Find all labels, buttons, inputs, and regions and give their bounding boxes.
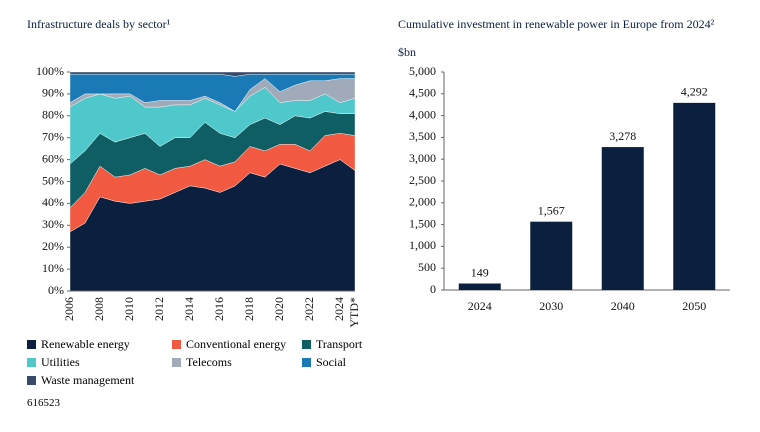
legend-item: Utilities [27, 355, 172, 370]
legend-item: Renewable energy [27, 337, 172, 352]
bar [673, 102, 716, 290]
x-tick-label: 2022 [302, 297, 316, 321]
x-tick-label: 2016 [212, 297, 226, 321]
legend-label: Conventional energy [186, 337, 287, 351]
y-tick-label: 3,500 [409, 129, 436, 143]
legend-label: Telecoms [186, 355, 232, 369]
x-tick-label: 2008 [92, 297, 106, 321]
data-label: 149 [471, 265, 489, 279]
y-tick-label: 0 [430, 282, 436, 296]
x-tick-label: 2040 [611, 299, 635, 313]
legend-swatch [172, 358, 181, 367]
x-tick-label: 2050 [682, 299, 706, 313]
y-tick-label: 80% [42, 108, 64, 122]
x-tick-label: 2030 [539, 299, 563, 313]
y-tick-label: 40% [42, 195, 64, 209]
y-tick-label: 30% [42, 217, 64, 231]
bar [530, 221, 573, 290]
x-tick-label: 2014 [182, 297, 196, 321]
area [69, 71, 356, 77]
legend-label: Waste management [41, 373, 135, 387]
legend-item: Social [302, 355, 397, 370]
x-tick-label: 2010 [122, 297, 136, 321]
y-tick-label: 60% [42, 151, 64, 165]
legend-label: Transport [316, 337, 363, 351]
data-label: 3,278 [609, 129, 636, 143]
x-tick-label: 2024 [332, 297, 346, 321]
y-tick-label: 2,500 [409, 173, 436, 187]
legend-swatch [27, 376, 36, 385]
y-axis-label: $bn [398, 45, 416, 59]
legend-swatch [27, 340, 36, 349]
legend-swatch [172, 340, 181, 349]
y-tick-label: 20% [42, 239, 64, 253]
y-tick-label: 5,000 [409, 64, 436, 78]
legend-label: Utilities [41, 355, 80, 369]
y-tick-label: 500 [418, 260, 436, 274]
y-tick-label: 2,000 [409, 195, 436, 209]
legend-label: Social [316, 355, 346, 369]
y-tick-label: 90% [42, 86, 64, 100]
legend: Renewable energy Conventional energy Trans… [27, 337, 397, 388]
x-tick-label: 2020 [272, 297, 286, 321]
y-tick-label: 50% [42, 173, 64, 187]
legend-swatch [302, 340, 311, 349]
data-label: 1,567 [538, 203, 565, 217]
legend-label: Renewable energy [41, 337, 130, 351]
y-tick-label: 1,000 [409, 238, 436, 252]
footnote: 616523 [27, 397, 60, 409]
y-tick-label: 4,000 [409, 107, 436, 121]
legend-item: Waste management [27, 373, 172, 388]
legend-item: Conventional energy [172, 337, 302, 352]
x-tick-label: 2024 [468, 299, 492, 313]
y-tick-label: 70% [42, 129, 64, 143]
data-label: 4,292 [681, 85, 708, 99]
legend-item: Telecoms [172, 355, 302, 370]
x-tick-label: 2006 [62, 297, 76, 321]
y-tick-label: 10% [42, 261, 64, 275]
legend-item: Transport [302, 337, 397, 352]
y-tick-label: 3,000 [409, 151, 436, 165]
chart-title: Cumulative investment in renewable power… [398, 17, 715, 31]
x-tick-label: 2012 [152, 297, 166, 321]
y-tick-label: 0% [48, 283, 64, 297]
y-tick-label: 100% [36, 64, 64, 78]
chart-title: Infrastructure deals by sector¹ [27, 17, 171, 31]
bar [458, 283, 501, 290]
y-tick-label: 4,500 [409, 86, 436, 100]
legend-swatch [302, 358, 311, 367]
bar [601, 147, 644, 290]
x-tick-label: 2018 [242, 297, 256, 321]
x-tick-label: YTD* [347, 297, 361, 328]
legend-swatch [27, 358, 36, 367]
y-tick-label: 1,500 [409, 216, 436, 230]
